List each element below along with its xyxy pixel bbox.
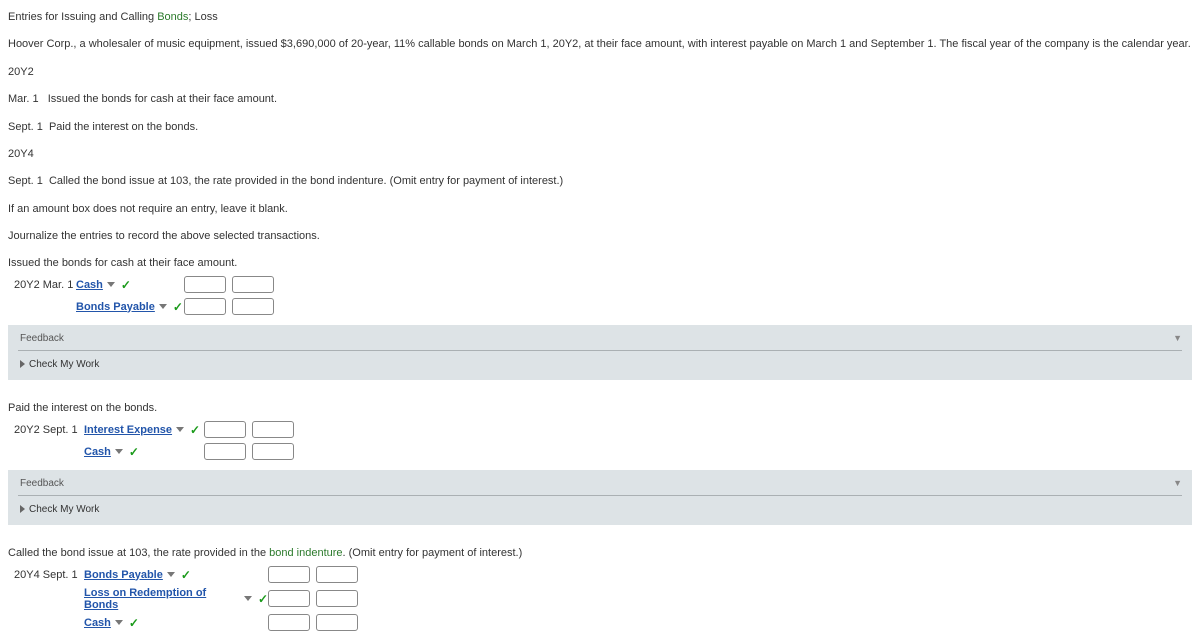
play-icon xyxy=(20,360,25,368)
chevron-down-icon[interactable] xyxy=(115,449,123,454)
feedback-label: Feedback xyxy=(20,478,64,489)
check-icon: ✓ xyxy=(258,592,268,606)
intro-text: Hoover Corp., a wholesaler of music equi… xyxy=(8,37,1192,52)
check-icon: ✓ xyxy=(173,300,183,314)
debit-input[interactable] xyxy=(184,276,226,293)
feedback-panel: Feedback ▼ Check My Work xyxy=(8,470,1192,525)
s3-prefix: Called the bond issue at 103, the rate p… xyxy=(8,547,269,559)
journal-entry-2: 20Y2 Sept. 1 Interest Expense ✓ Cash ✓ xyxy=(8,420,1192,462)
term-bond-indenture[interactable]: bond indenture xyxy=(269,547,342,559)
section1-label: Issued the bonds for cash at their face … xyxy=(8,257,1192,269)
chevron-down-icon[interactable] xyxy=(115,620,123,625)
debit-input[interactable] xyxy=(184,298,226,315)
check-my-work-label: Check My Work xyxy=(29,359,99,370)
account-dropdown[interactable]: Cash xyxy=(84,617,111,629)
entry2-date: 20Y2 Sept. 1 xyxy=(8,424,84,436)
check-icon: ✓ xyxy=(121,278,131,292)
year-20y4: 20Y4 xyxy=(8,147,1192,162)
check-icon: ✓ xyxy=(190,423,200,437)
collapse-icon[interactable]: ▼ xyxy=(1173,478,1182,488)
instruction: Journalize the entries to record the abo… xyxy=(8,229,1192,244)
page-title: Entries for Issuing and Calling Bonds; L… xyxy=(8,10,1192,25)
debit-input[interactable] xyxy=(204,443,246,460)
divider xyxy=(18,495,1182,496)
chevron-down-icon[interactable] xyxy=(167,572,175,577)
check-my-work-label: Check My Work xyxy=(29,504,99,515)
section3-label: Called the bond issue at 103, the rate p… xyxy=(8,547,1192,559)
check-my-work-button[interactable]: Check My Work xyxy=(18,359,1182,370)
chevron-down-icon[interactable] xyxy=(107,282,115,287)
credit-input[interactable] xyxy=(316,590,358,607)
check-icon: ✓ xyxy=(129,616,139,630)
account-dropdown[interactable]: Cash xyxy=(84,446,111,458)
account-dropdown[interactable]: Bonds Payable xyxy=(76,301,155,313)
chevron-down-icon[interactable] xyxy=(176,427,184,432)
section2-label: Paid the interest on the bonds. xyxy=(8,402,1192,414)
feedback-label: Feedback xyxy=(20,333,64,344)
credit-input[interactable] xyxy=(252,421,294,438)
account-dropdown[interactable]: Bonds Payable xyxy=(84,569,163,581)
collapse-icon[interactable]: ▼ xyxy=(1173,333,1182,343)
debit-input[interactable] xyxy=(204,421,246,438)
divider xyxy=(18,350,1182,351)
account-dropdown[interactable]: Interest Expense xyxy=(84,424,172,436)
year-20y2: 20Y2 xyxy=(8,65,1192,80)
debit-input[interactable] xyxy=(268,590,310,607)
event-sep1-y2: Sept. 1 Paid the interest on the bonds. xyxy=(8,120,1192,135)
check-icon: ✓ xyxy=(181,568,191,582)
credit-input[interactable] xyxy=(252,443,294,460)
feedback-panel: Feedback ▼ Check My Work xyxy=(8,325,1192,380)
term-bonds[interactable]: Bonds xyxy=(157,11,188,23)
event-sep1-y4: Sept. 1 Called the bond issue at 103, th… xyxy=(8,174,1192,189)
credit-input[interactable] xyxy=(316,614,358,631)
credit-input[interactable] xyxy=(232,276,274,293)
chevron-down-icon[interactable] xyxy=(244,596,252,601)
account-dropdown[interactable]: Cash xyxy=(76,279,103,291)
entry3-date: 20Y4 Sept. 1 xyxy=(8,569,84,581)
check-my-work-button[interactable]: Check My Work xyxy=(18,504,1182,515)
blank-note: If an amount box does not require an ent… xyxy=(8,202,1192,217)
play-icon xyxy=(20,505,25,513)
chevron-down-icon[interactable] xyxy=(159,304,167,309)
event-mar1: Mar. 1 Issued the bonds for cash at thei… xyxy=(8,92,1192,107)
s3-suffix: . (Omit entry for payment of interest.) xyxy=(343,547,523,559)
title-prefix: Entries for Issuing and Calling xyxy=(8,11,157,23)
journal-entry-1: 20Y2 Mar. 1 Cash ✓ Bonds Payable ✓ xyxy=(8,275,1192,317)
debit-input[interactable] xyxy=(268,566,310,583)
credit-input[interactable] xyxy=(232,298,274,315)
entry1-date: 20Y2 Mar. 1 xyxy=(8,279,76,291)
credit-input[interactable] xyxy=(316,566,358,583)
debit-input[interactable] xyxy=(268,614,310,631)
account-dropdown[interactable]: Loss on Redemption of Bonds xyxy=(84,587,240,611)
journal-entry-3: 20Y4 Sept. 1 Bonds Payable ✓ Loss on Red… xyxy=(8,565,1192,633)
check-icon: ✓ xyxy=(129,445,139,459)
title-suffix: ; Loss xyxy=(188,11,217,23)
